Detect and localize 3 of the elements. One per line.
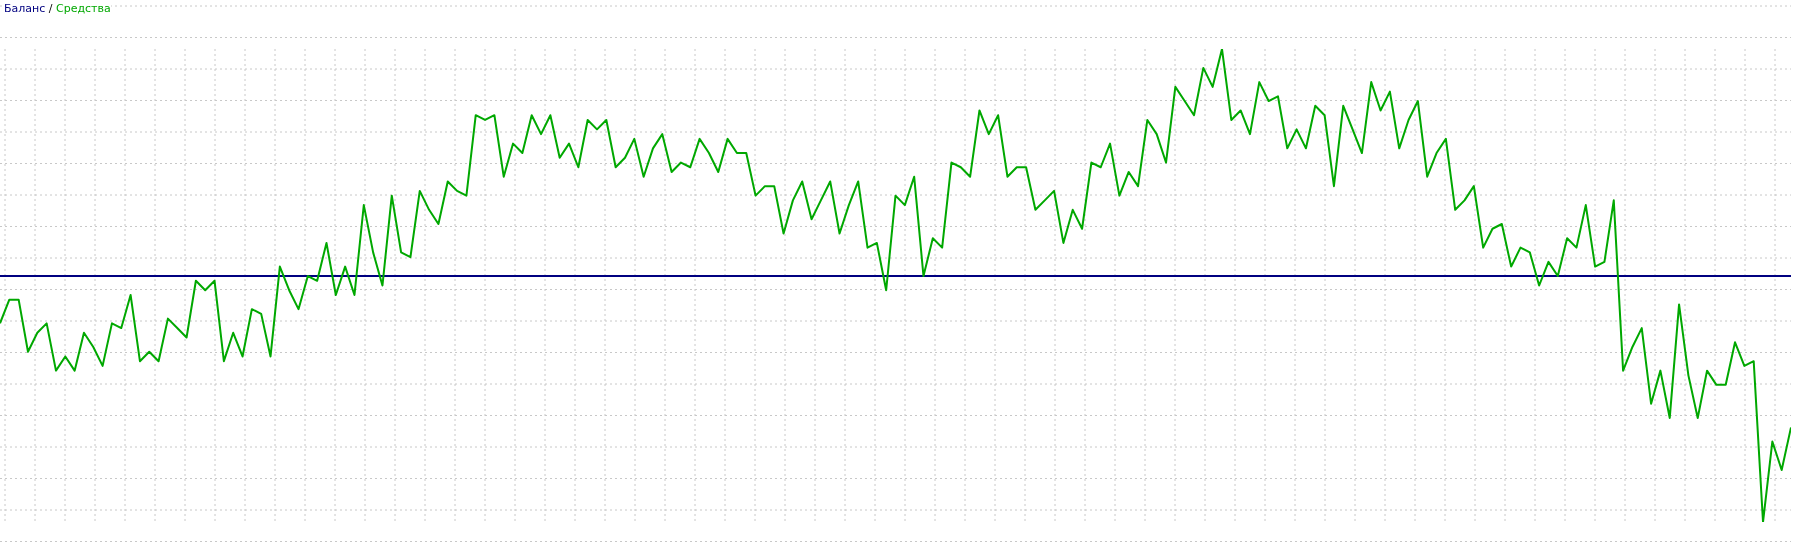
text: Средства (56, 2, 111, 15)
text: Баланс (4, 2, 46, 15)
text: / (47, 2, 54, 15)
